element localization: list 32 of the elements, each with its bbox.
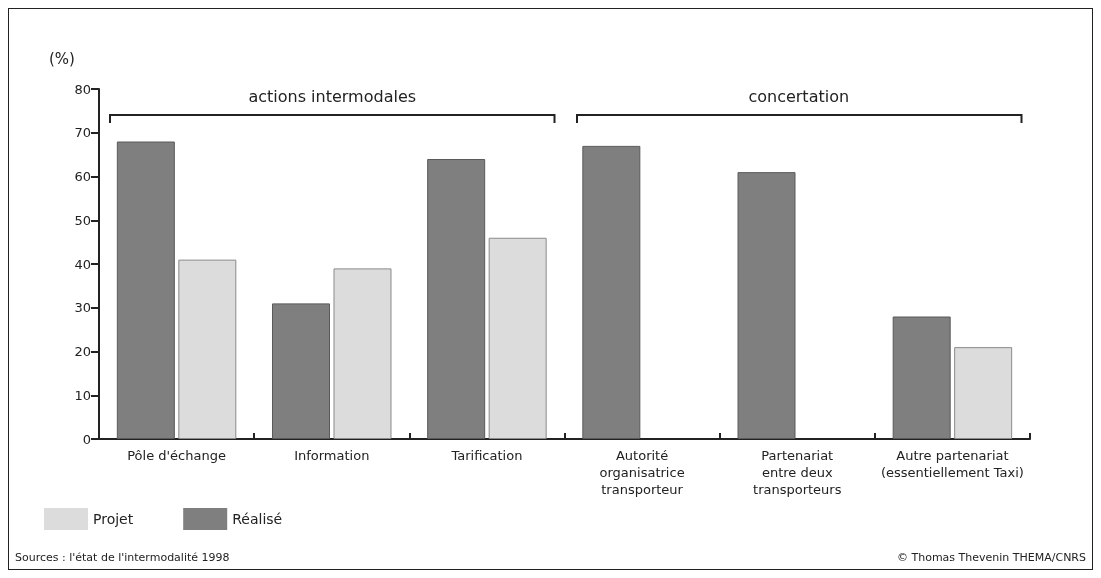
bar: [488, 237, 547, 439]
y-tick-label: 40: [74, 256, 91, 272]
x-tick-label: Information: [294, 448, 370, 463]
y-tick-label: 80: [74, 81, 91, 97]
y-tick-label: 10: [74, 387, 91, 403]
bar: [178, 259, 237, 439]
bar: [427, 159, 486, 439]
y-tick-label: 20: [74, 344, 91, 359]
bar: [737, 172, 796, 439]
y-tick-label: 50: [74, 212, 91, 228]
annotation: concertation: [747, 87, 851, 107]
y-axis-title: (%): [49, 49, 75, 68]
legend-label: Réalisé: [232, 511, 283, 527]
bar: [116, 141, 175, 439]
annotation: actions intermodales: [247, 87, 418, 107]
bar: [892, 316, 951, 439]
y-tick-label: 30: [74, 300, 91, 316]
x-tick-label: Partenariat entre deux transporteurs: [753, 448, 842, 497]
text: © Thomas Thevenin THEMA/CNRS: [896, 551, 1087, 564]
bar: [272, 303, 331, 439]
legend-label: Projet: [93, 511, 134, 527]
x-tick-label: Tarification: [450, 448, 523, 463]
bar: [954, 347, 1013, 439]
bar: [333, 268, 392, 439]
bar: [582, 145, 641, 439]
y-tick-label: 0: [82, 431, 91, 447]
x-tick-label: Autre partenariat (essentiellement Taxi): [880, 448, 1024, 480]
x-tick-label: Pôle d'échange: [127, 448, 226, 463]
y-tick-label: 70: [74, 125, 91, 141]
source-note: Sources : l'état de l'intermodalité 1998: [15, 551, 230, 564]
x-tick-label: Autorité organisatrice transporteur: [599, 448, 685, 497]
y-tick-label: 60: [74, 169, 91, 184]
